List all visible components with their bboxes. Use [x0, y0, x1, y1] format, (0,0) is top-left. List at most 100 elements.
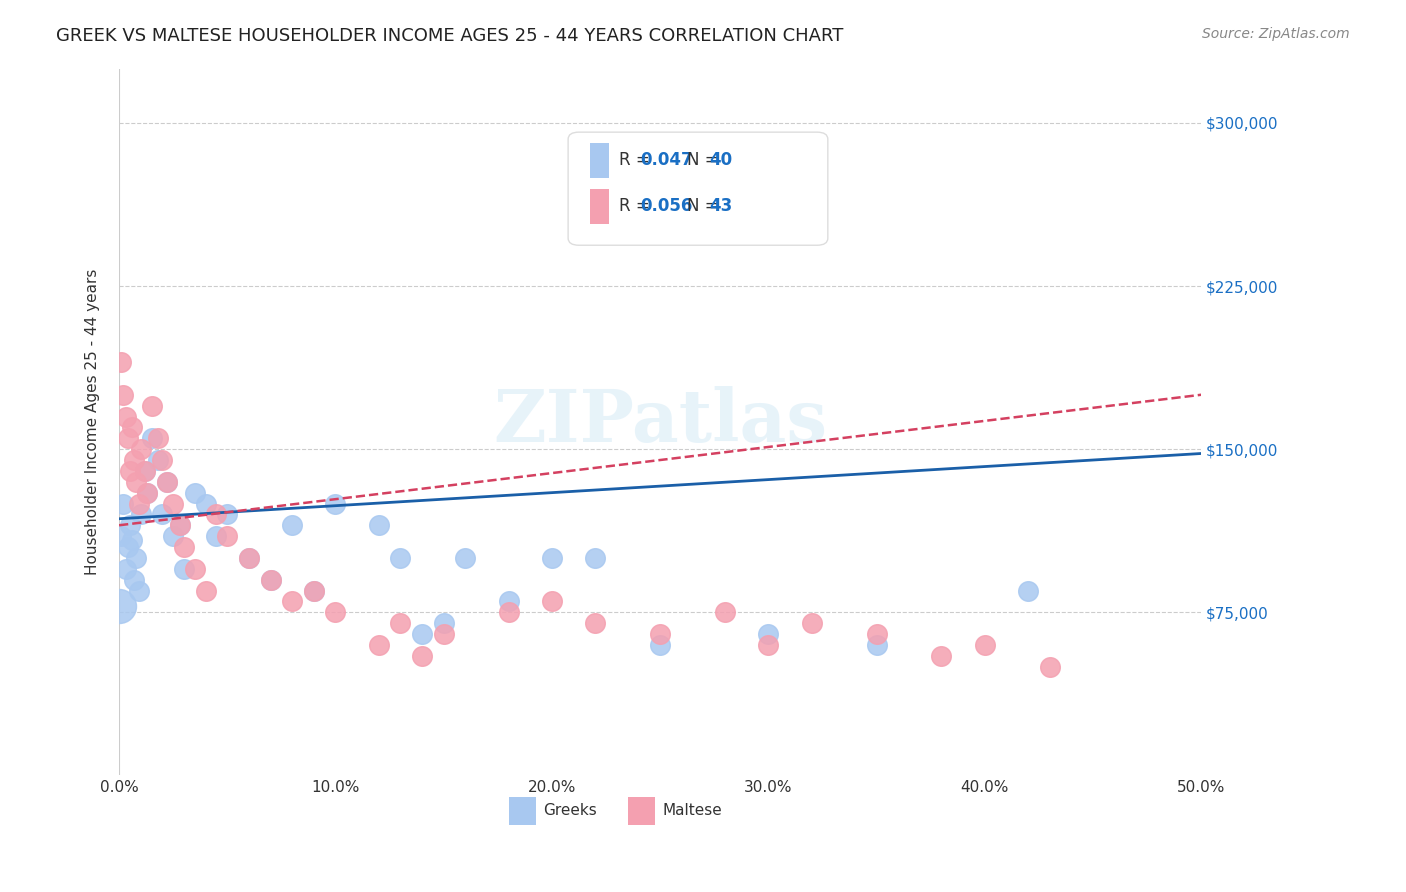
Point	[141, 399, 163, 413]
Point	[865, 638, 887, 652]
Point	[217, 508, 239, 522]
Point	[433, 627, 456, 641]
Point	[498, 594, 520, 608]
Point	[389, 550, 412, 565]
Point	[114, 409, 136, 424]
Point	[302, 583, 325, 598]
Bar	[589, 143, 609, 178]
FancyBboxPatch shape	[568, 132, 828, 245]
Text: Greeks: Greeks	[543, 803, 598, 818]
Point	[367, 518, 389, 533]
Point	[756, 627, 779, 641]
Point	[367, 638, 389, 652]
Point	[136, 485, 159, 500]
Point	[129, 442, 152, 457]
Text: N =: N =	[688, 197, 724, 215]
Point	[411, 648, 433, 663]
Point	[541, 594, 564, 608]
Point	[134, 464, 156, 478]
Point	[146, 431, 169, 445]
Point	[156, 475, 179, 489]
Point	[205, 508, 228, 522]
Point	[125, 475, 148, 489]
Point	[205, 529, 228, 543]
Point	[156, 475, 179, 489]
Point	[108, 599, 131, 613]
Point	[325, 605, 347, 619]
Point	[583, 616, 606, 631]
Point	[162, 496, 184, 510]
Point	[433, 616, 456, 631]
Point	[173, 562, 195, 576]
Point	[583, 550, 606, 565]
Point	[110, 529, 132, 543]
Point	[411, 627, 433, 641]
Point	[281, 594, 304, 608]
Point	[325, 496, 347, 510]
Point	[238, 550, 260, 565]
Text: 0.047: 0.047	[641, 152, 693, 169]
Point	[756, 638, 779, 652]
Point	[141, 431, 163, 445]
Point	[973, 638, 995, 652]
Bar	[589, 189, 609, 224]
Point	[498, 605, 520, 619]
Point	[134, 464, 156, 478]
Bar	[627, 797, 655, 825]
Text: R =: R =	[619, 152, 655, 169]
Point	[122, 573, 145, 587]
Text: 43: 43	[709, 197, 733, 215]
Point	[259, 573, 281, 587]
Point	[259, 573, 281, 587]
Point	[110, 355, 132, 369]
Point	[150, 453, 173, 467]
Text: Maltese: Maltese	[662, 803, 723, 818]
Text: 40: 40	[709, 152, 733, 169]
Point	[146, 453, 169, 467]
Point	[150, 508, 173, 522]
Point	[865, 627, 887, 641]
Point	[136, 485, 159, 500]
Bar	[509, 797, 536, 825]
Point	[648, 638, 671, 652]
Point	[184, 485, 207, 500]
Point	[931, 648, 953, 663]
Text: Source: ZipAtlas.com: Source: ZipAtlas.com	[1202, 27, 1350, 41]
Point	[714, 605, 737, 619]
Point	[169, 518, 191, 533]
Point	[117, 540, 139, 554]
Point	[118, 518, 141, 533]
Point	[389, 616, 412, 631]
Text: N =: N =	[688, 152, 724, 169]
Point	[128, 496, 150, 510]
Text: GREEK VS MALTESE HOUSEHOLDER INCOME AGES 25 - 44 YEARS CORRELATION CHART: GREEK VS MALTESE HOUSEHOLDER INCOME AGES…	[56, 27, 844, 45]
Point	[454, 550, 477, 565]
Point	[1039, 659, 1062, 673]
Point	[281, 518, 304, 533]
Point	[169, 518, 191, 533]
Point	[112, 496, 135, 510]
Point	[217, 529, 239, 543]
Point	[129, 508, 152, 522]
Point	[114, 562, 136, 576]
Point	[541, 550, 564, 565]
Text: ZIPatlas: ZIPatlas	[494, 386, 827, 458]
Point	[122, 453, 145, 467]
Point	[1017, 583, 1039, 598]
Y-axis label: Householder Income Ages 25 - 44 years: Householder Income Ages 25 - 44 years	[86, 268, 100, 575]
Point	[648, 627, 671, 641]
Text: R =: R =	[619, 197, 655, 215]
Point	[162, 529, 184, 543]
Point	[302, 583, 325, 598]
Point	[173, 540, 195, 554]
Point	[118, 464, 141, 478]
Point	[128, 583, 150, 598]
Point	[121, 420, 143, 434]
Point	[800, 616, 823, 631]
Text: 0.056: 0.056	[641, 197, 693, 215]
Point	[125, 550, 148, 565]
Point	[121, 533, 143, 548]
Point	[117, 431, 139, 445]
Point	[238, 550, 260, 565]
Point	[194, 496, 217, 510]
